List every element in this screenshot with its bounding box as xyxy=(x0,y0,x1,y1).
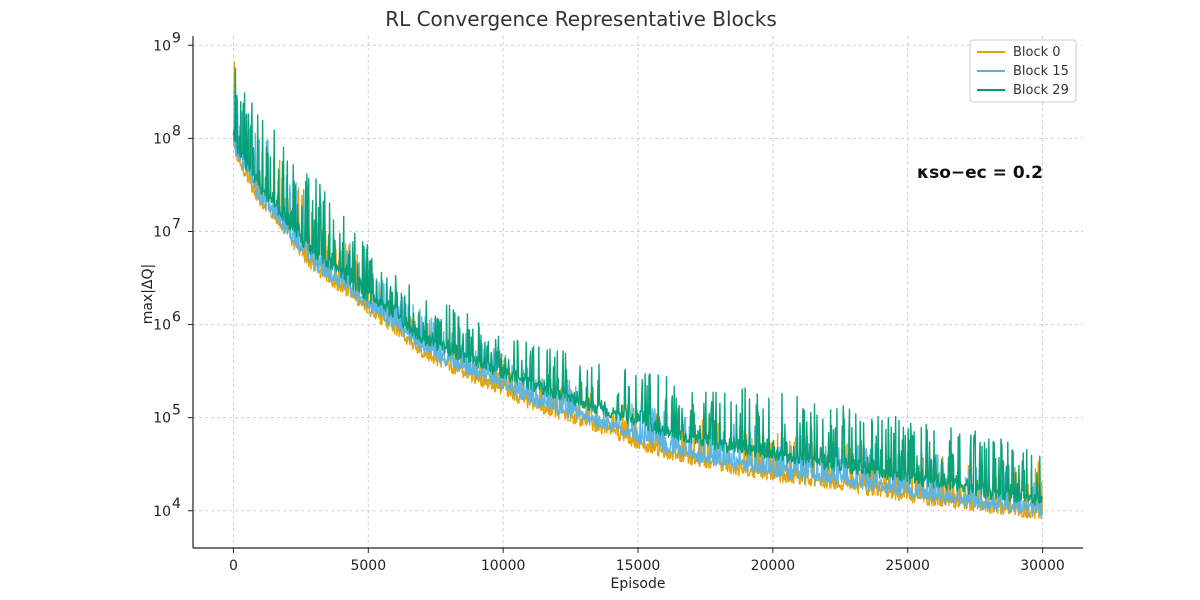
y-axis-label: max|ΔQ| xyxy=(140,264,156,325)
y-tick-exponent-5: 9 xyxy=(172,30,181,46)
series-line-2 xyxy=(232,67,1043,506)
x-axis-label: Episode xyxy=(611,576,666,592)
y-tick-label-3: 10 xyxy=(153,224,171,240)
y-tick-label-1: 10 xyxy=(153,411,171,427)
x-tick-label-4: 20000 xyxy=(751,558,796,574)
legend-box xyxy=(969,39,1077,103)
y-tick-exponent-2: 6 xyxy=(172,310,181,326)
y-tick-label-0: 10 xyxy=(153,504,171,520)
x-tick-label-1: 5000 xyxy=(350,558,386,574)
x-tick-label-6: 30000 xyxy=(1020,558,1065,574)
y-tick-label-5: 10 xyxy=(153,38,171,54)
x-tick-label-3: 15000 xyxy=(616,558,661,574)
legend-label-block-15: Block 15 xyxy=(1013,64,1069,79)
y-tick-exponent-3: 7 xyxy=(172,216,181,232)
y-tick-exponent-0: 4 xyxy=(172,496,181,512)
legend-label-block-0: Block 0 xyxy=(1013,45,1061,60)
y-tick-label-2: 10 xyxy=(153,318,171,334)
y-tick-label-4: 10 xyxy=(153,131,171,147)
y-tick-exponent-4: 8 xyxy=(172,123,181,139)
legend-label-block-29: Block 29 xyxy=(1013,83,1069,98)
chart-title: RL Convergence Representative Blocks xyxy=(385,7,777,31)
x-tick-label-0: 0 xyxy=(229,558,238,574)
series-group xyxy=(232,61,1043,520)
x-tick-label-2: 10000 xyxy=(481,558,526,574)
annotation-kappa: κso−ec = 0.2 xyxy=(917,163,1043,183)
x-tick-label-5: 25000 xyxy=(885,558,930,574)
series-line-1 xyxy=(232,92,1043,517)
legend: Block 0 Block 15 Block 29 xyxy=(969,39,1077,103)
y-tick-exponent-1: 5 xyxy=(172,403,181,419)
